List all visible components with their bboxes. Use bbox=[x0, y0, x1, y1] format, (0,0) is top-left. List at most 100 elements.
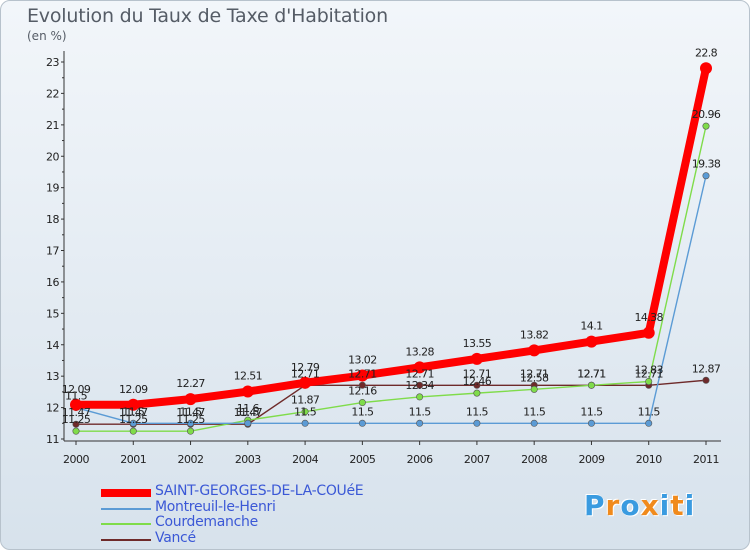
data-point bbox=[702, 122, 710, 130]
chart-title: Evolution du Taux de Taxe d'Habitation bbox=[27, 5, 388, 27]
data-label: 11.47 bbox=[62, 406, 91, 419]
data-label: 12.46 bbox=[463, 375, 492, 388]
data-label: 12.71 bbox=[405, 367, 434, 380]
data-point bbox=[473, 389, 481, 397]
data-point bbox=[645, 378, 653, 386]
data-label: 12.83 bbox=[634, 364, 663, 377]
data-point bbox=[358, 399, 366, 407]
y-tick-label: 19 bbox=[46, 182, 59, 195]
proxiti-logo: Proxiti bbox=[584, 489, 695, 522]
data-label: 11.5 bbox=[638, 405, 661, 418]
y-tick-label: 16 bbox=[46, 276, 59, 289]
data-label: 11.5 bbox=[179, 405, 202, 418]
data-label: 13.55 bbox=[463, 337, 492, 350]
data-label: 11.47 bbox=[176, 406, 205, 419]
data-point bbox=[587, 381, 595, 389]
y-tick-label: 13 bbox=[46, 370, 59, 383]
data-label: 12.71 bbox=[291, 367, 320, 380]
data-point bbox=[241, 385, 254, 398]
data-point bbox=[470, 352, 483, 365]
data-label: 12.71 bbox=[634, 367, 663, 380]
data-point bbox=[356, 369, 369, 382]
data-label: 12.71 bbox=[520, 367, 549, 380]
data-label: 11.47 bbox=[119, 406, 148, 419]
data-point bbox=[129, 419, 137, 427]
x-tick-label: 2002 bbox=[178, 453, 204, 466]
data-point bbox=[530, 385, 538, 393]
data-label: 12.51 bbox=[234, 370, 263, 383]
x-tick-label: 2008 bbox=[521, 453, 547, 466]
logo-letter: x bbox=[640, 489, 660, 522]
y-tick-label: 20 bbox=[46, 150, 59, 163]
legend-swatch bbox=[101, 538, 151, 541]
x-tick-label: 2000 bbox=[63, 453, 89, 466]
logo-letter: i bbox=[659, 489, 671, 522]
x-tick-label: 2004 bbox=[292, 453, 318, 466]
data-label: 12.34 bbox=[405, 379, 434, 392]
legend-label: Vancé bbox=[155, 529, 196, 546]
data-point bbox=[645, 419, 653, 427]
data-point bbox=[585, 335, 598, 348]
data-label: 13.28 bbox=[405, 345, 434, 358]
data-label: 12.87 bbox=[692, 362, 721, 375]
data-label: 11.5 bbox=[351, 405, 374, 418]
y-tick-label: 14 bbox=[46, 339, 59, 352]
data-point bbox=[700, 62, 712, 75]
data-point bbox=[244, 419, 252, 427]
data-label: 11.5 bbox=[65, 390, 88, 403]
x-tick-label: 2001 bbox=[120, 453, 146, 466]
data-label: 22.8 bbox=[695, 46, 718, 59]
data-label: 11.6 bbox=[237, 402, 260, 415]
data-label: 11.5 bbox=[580, 405, 603, 418]
data-label: 11.5 bbox=[523, 405, 546, 418]
data-label: 12.71 bbox=[348, 367, 377, 380]
x-tick-label: 2006 bbox=[407, 453, 433, 466]
y-tick-label: 12 bbox=[46, 402, 59, 415]
data-point bbox=[187, 419, 195, 427]
data-label: 11.5 bbox=[466, 405, 489, 418]
y-axis-unit: (en %) bbox=[27, 29, 67, 43]
data-label: 19.38 bbox=[692, 158, 721, 171]
data-point bbox=[642, 326, 655, 339]
data-label: 12.79 bbox=[291, 361, 320, 374]
data-label: 12.58 bbox=[520, 371, 549, 384]
data-point bbox=[127, 398, 140, 411]
logo-letter: o bbox=[620, 489, 641, 522]
data-label: 12.71 bbox=[577, 367, 606, 380]
data-label: 12.71 bbox=[577, 367, 606, 380]
data-label: 13.02 bbox=[348, 354, 377, 367]
x-tick-label: 2005 bbox=[349, 453, 375, 466]
x-tick-label: 2003 bbox=[235, 453, 261, 466]
data-point bbox=[70, 398, 82, 411]
series-line bbox=[72, 64, 710, 409]
logo-letter: P bbox=[584, 489, 606, 522]
legend-label: Courdemanche bbox=[155, 514, 258, 530]
y-tick-label: 22 bbox=[46, 87, 59, 100]
data-point bbox=[72, 420, 80, 428]
data-label: 11.5 bbox=[122, 405, 145, 418]
legend-swatch bbox=[101, 489, 151, 497]
series-line bbox=[75, 175, 707, 424]
data-point bbox=[473, 381, 481, 389]
legend-label: Montreuil-le-Henri bbox=[155, 498, 276, 515]
data-label: 11.5 bbox=[237, 405, 260, 418]
logo-letter: r bbox=[605, 489, 621, 522]
y-tick-label: 23 bbox=[46, 56, 59, 69]
data-point bbox=[702, 376, 710, 384]
data-label: 12.09 bbox=[62, 383, 91, 396]
data-point bbox=[299, 376, 312, 389]
y-tick-label: 15 bbox=[46, 307, 59, 320]
data-label: 12.09 bbox=[119, 383, 148, 396]
data-point bbox=[358, 419, 366, 427]
data-label: 11.47 bbox=[234, 406, 263, 419]
data-point bbox=[416, 419, 424, 427]
data-point bbox=[416, 393, 424, 401]
logo-letter: t bbox=[670, 489, 685, 522]
data-label: 11.87 bbox=[291, 394, 320, 407]
data-point bbox=[358, 381, 366, 389]
data-label: 12.71 bbox=[463, 367, 492, 380]
data-point bbox=[528, 344, 541, 357]
data-point bbox=[416, 381, 424, 389]
